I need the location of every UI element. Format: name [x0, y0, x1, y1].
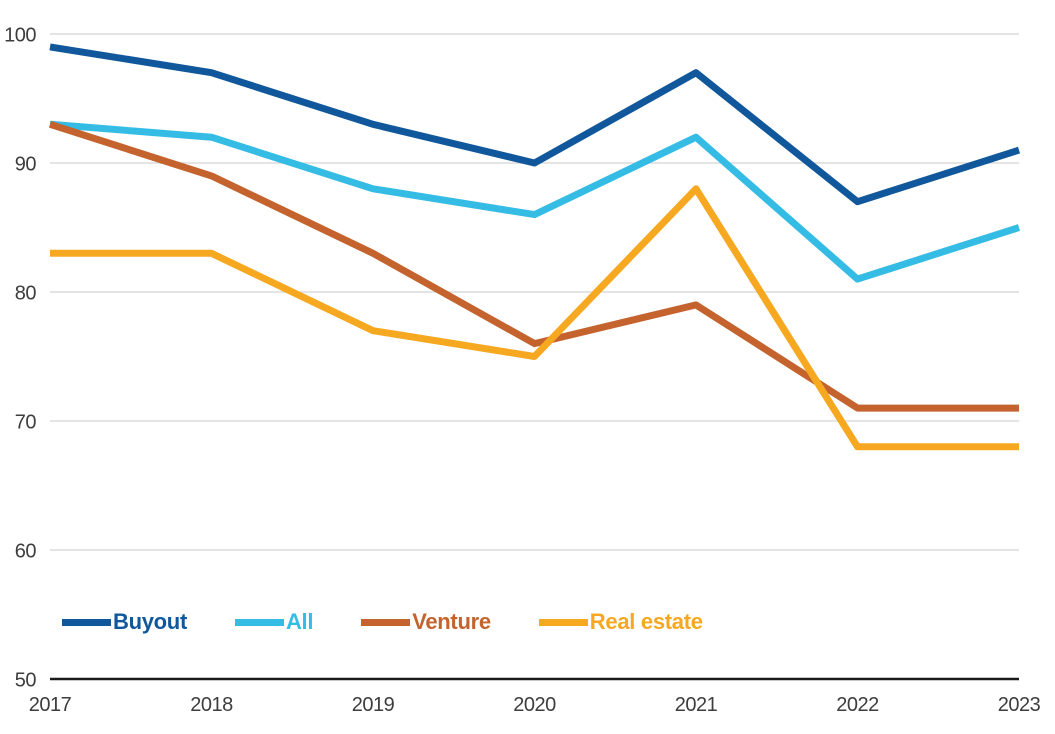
legend-swatch-real-estate	[538, 618, 588, 626]
y-axis-label-90: 90	[15, 154, 37, 176]
x-axis-label-2023: 2023	[998, 694, 1041, 716]
legend-swatch-buyout	[62, 618, 111, 626]
y-axis-label-80: 80	[15, 283, 37, 305]
legend-label-venture: Venture	[412, 609, 491, 634]
legend-label-buyout: Buyout	[113, 609, 187, 634]
x-axis-label-2022: 2022	[836, 694, 879, 716]
x-axis-label-2020: 2020	[513, 694, 556, 716]
x-axis-label-2018: 2018	[190, 694, 233, 716]
legend: Buyout All Venture Real estate	[62, 606, 703, 638]
legend-swatch-venture	[361, 618, 411, 626]
legend-swatch-all	[234, 618, 284, 626]
legend-item-all: All	[234, 609, 314, 634]
x-axis-label-2017: 2017	[29, 694, 72, 716]
x-axis-label-2019: 2019	[352, 694, 395, 716]
y-axis-label-50: 50	[15, 670, 37, 692]
y-axis-label-60: 60	[15, 541, 37, 563]
legend-item-buyout: Buyout	[62, 611, 187, 633]
legend-label-real-estate: Real estate	[589, 609, 703, 634]
series-line-all	[49, 120, 1021, 283]
x-axis-label-2021: 2021	[675, 694, 718, 716]
legend-item-venture: Venture	[361, 611, 491, 633]
series-line-buyout	[49, 43, 1021, 206]
y-axis-label-70: 70	[15, 412, 37, 434]
y-axis-label-100: 100	[4, 25, 36, 47]
series-line-real-estate	[50, 185, 1019, 451]
series-line-venture	[48, 120, 1019, 412]
legend-label-all: All	[285, 609, 314, 634]
legend-item-real-estate: Real estate	[538, 609, 703, 634]
